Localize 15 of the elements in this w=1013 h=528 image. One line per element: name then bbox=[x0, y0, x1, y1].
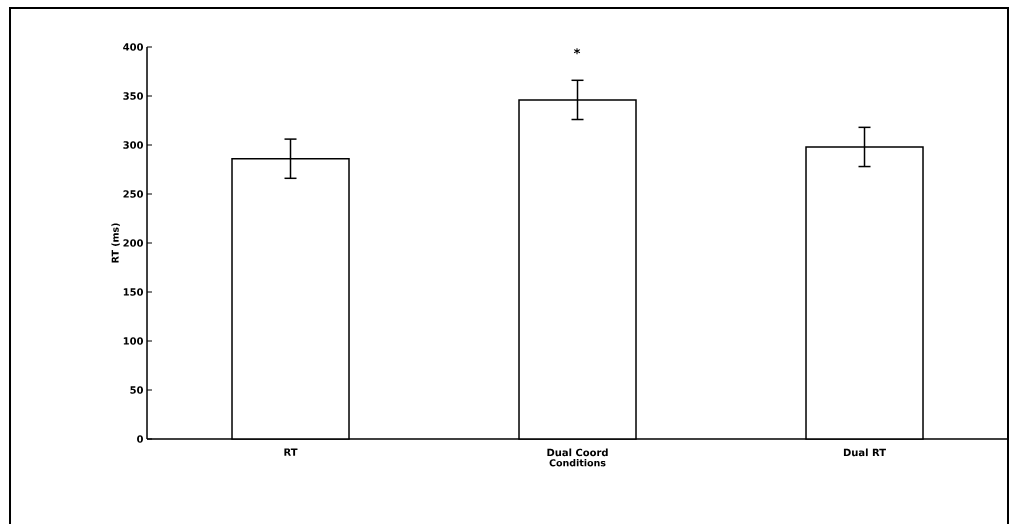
annotation: * bbox=[573, 48, 581, 55]
y-tick-label: 0 bbox=[137, 435, 144, 443]
y-tick-label: 250 bbox=[123, 190, 144, 198]
y-tick-label: 300 bbox=[123, 141, 144, 149]
x-axis-title: Conditions bbox=[549, 459, 606, 467]
y-tick-label: 100 bbox=[123, 337, 144, 345]
y-tick-label: 50 bbox=[130, 386, 144, 394]
x-tick-label: Dual Coord bbox=[547, 448, 608, 457]
y-tick-label: 150 bbox=[123, 288, 144, 296]
y-tick-label: 200 bbox=[123, 239, 144, 247]
y-tick-label: 350 bbox=[123, 92, 144, 100]
x-tick-label: Dual RT bbox=[843, 448, 886, 457]
y-axis-title: RT (ms) bbox=[111, 223, 120, 263]
x-tick-label: RT bbox=[284, 448, 298, 456]
y-tick-label: 400 bbox=[123, 43, 144, 51]
